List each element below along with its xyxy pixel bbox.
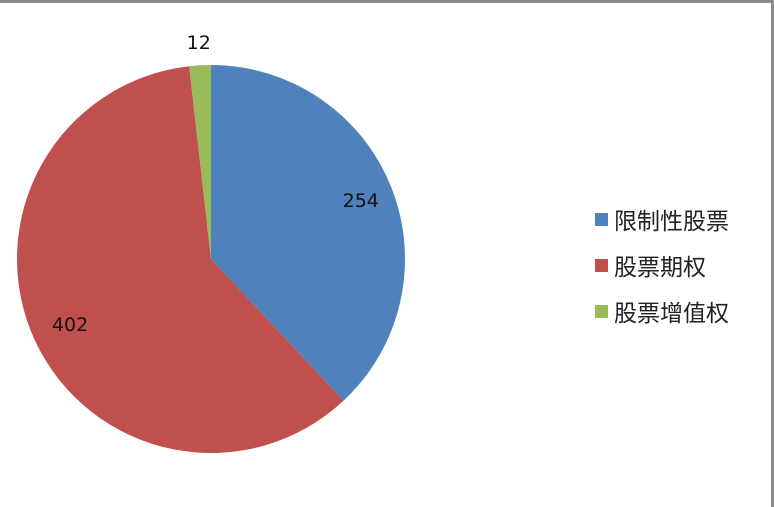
legend-swatch bbox=[595, 304, 608, 318]
legend-label: 股票期权 bbox=[614, 255, 706, 281]
legend-label: 限制性股票 bbox=[614, 209, 729, 235]
data-label-1: 254 bbox=[343, 190, 379, 212]
pie-slice-1 bbox=[211, 65, 405, 401]
pie-chart: 254 402 12 bbox=[16, 32, 405, 453]
legend-item-stock-options: 股票期权 bbox=[595, 242, 729, 288]
legend: 限制性股票 股票期权 股票增值权 bbox=[595, 196, 729, 334]
legend-item-restricted-stock: 限制性股票 bbox=[595, 196, 729, 242]
legend-swatch bbox=[595, 212, 608, 226]
data-label-2: 402 bbox=[52, 314, 88, 336]
legend-swatch bbox=[595, 258, 608, 272]
pie-slice-3 bbox=[189, 65, 211, 259]
legend-item-stock-appreciation-rights: 股票增值权 bbox=[595, 288, 729, 334]
data-label-3: 12 bbox=[187, 32, 211, 54]
legend-label: 股票增值权 bbox=[614, 301, 729, 327]
pie-slice-2 bbox=[16, 66, 344, 453]
